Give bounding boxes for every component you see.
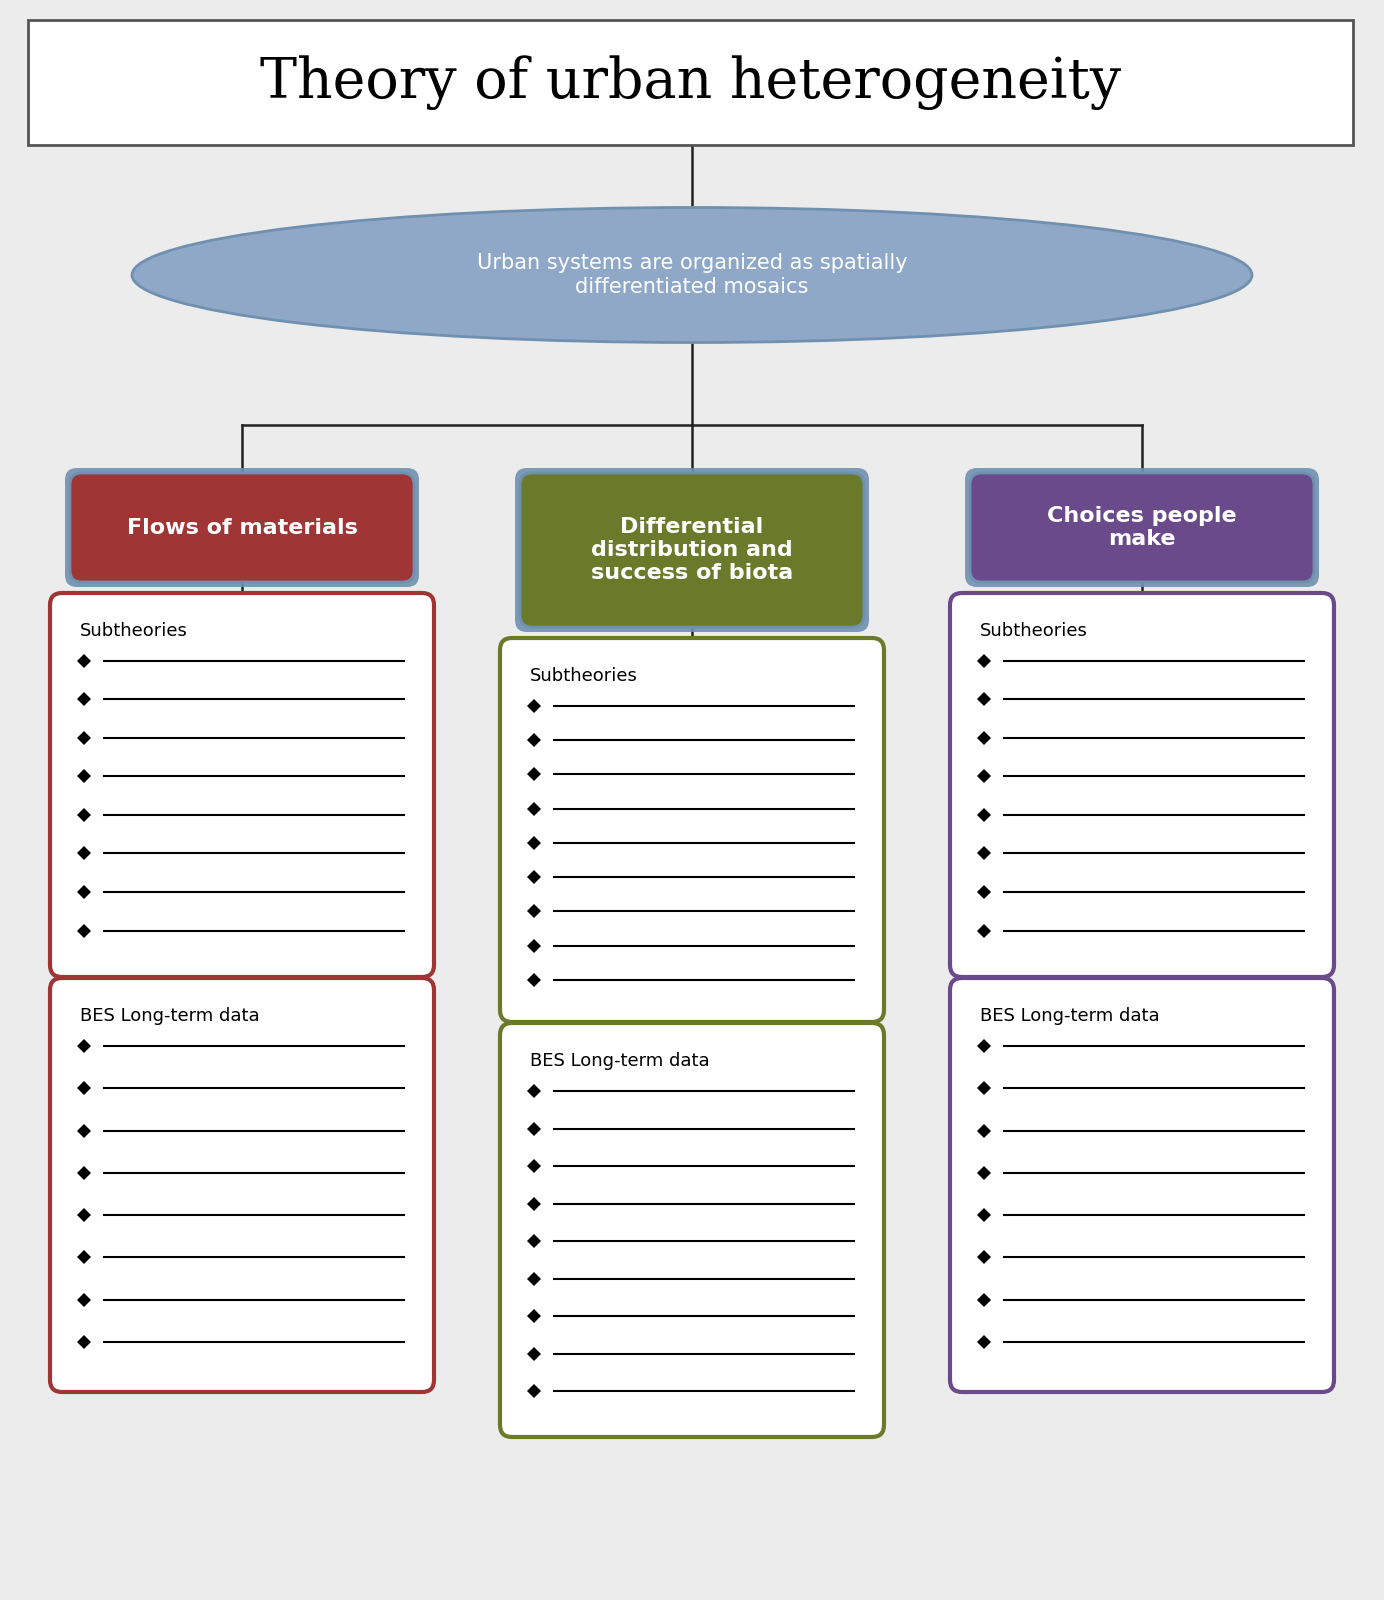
Text: Theory of urban heterogeneity: Theory of urban heterogeneity [260, 54, 1121, 110]
FancyBboxPatch shape [520, 474, 864, 627]
Text: Flows of materials: Flows of materials [126, 517, 357, 538]
FancyBboxPatch shape [71, 474, 414, 582]
FancyBboxPatch shape [50, 594, 435, 978]
Text: Choices people
make: Choices people make [1048, 506, 1237, 549]
Text: BES Long-term data: BES Long-term data [530, 1053, 710, 1070]
FancyBboxPatch shape [500, 638, 884, 1022]
FancyBboxPatch shape [970, 474, 1313, 582]
Text: BES Long-term data: BES Long-term data [80, 1006, 260, 1026]
FancyBboxPatch shape [65, 469, 419, 587]
FancyBboxPatch shape [949, 594, 1334, 978]
Text: Subtheories: Subtheories [530, 667, 638, 685]
Text: Differential
distribution and
success of biota: Differential distribution and success of… [591, 517, 793, 584]
FancyBboxPatch shape [949, 978, 1334, 1392]
FancyBboxPatch shape [28, 19, 1354, 146]
Text: Subtheories: Subtheories [80, 622, 188, 640]
FancyBboxPatch shape [515, 467, 869, 632]
FancyBboxPatch shape [965, 469, 1319, 587]
Text: Urban systems are organized as spatially
differentiated mosaics: Urban systems are organized as spatially… [476, 253, 908, 296]
FancyBboxPatch shape [50, 978, 435, 1392]
Ellipse shape [131, 208, 1253, 342]
FancyBboxPatch shape [500, 1022, 884, 1437]
Text: Subtheories: Subtheories [980, 622, 1088, 640]
Text: BES Long-term data: BES Long-term data [980, 1006, 1160, 1026]
